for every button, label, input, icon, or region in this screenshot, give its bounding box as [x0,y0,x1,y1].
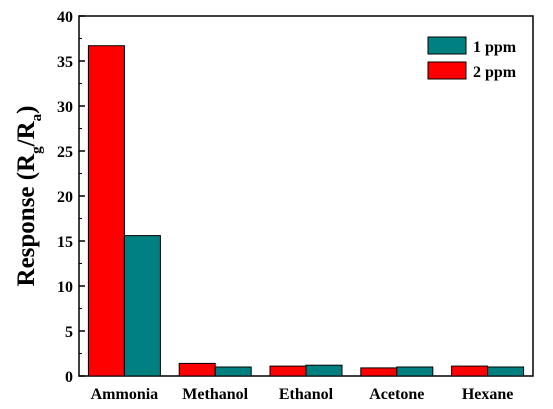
x-axis-labels: Ammonia Methanol Ethanol Acetone Hexane [91,386,514,403]
y-axis-title-main: Response (R [13,153,40,287]
y-tick-label: 15 [57,234,73,251]
y-tick-label: 30 [57,99,73,116]
legend-label-1ppm: 1 ppm [473,39,517,56]
y-axis-title: Response (Rg/Ra) [13,106,45,287]
bars-group [87,45,525,377]
bar-ethanol-2ppm [269,365,307,377]
bar-ethanol-1ppm [305,364,343,377]
y-axis-ticks: 0 5 10 15 20 25 30 35 40 [57,9,85,386]
bar-ammonia-2ppm [87,45,125,377]
bar-hexane-1ppm [487,366,525,377]
y-tick-label: 0 [65,369,73,386]
x-category-label: Hexane [462,386,514,403]
x-category-label: Ethanol [279,386,334,403]
y-tick-label: 20 [57,189,73,206]
x-category-label: Acetone [369,386,424,403]
bar-hexane-2ppm [451,365,489,377]
legend-swatch-1ppm [427,36,467,55]
y-tick-label: 10 [57,279,73,296]
y-tick-label: 40 [57,9,73,26]
svg-text:Response (Rg/Ra): Response (Rg/Ra) [13,106,45,287]
bar-acetone-1ppm [396,366,434,377]
y-axis-title-close: ) [13,106,40,114]
legend-label-2ppm: 2 ppm [473,64,517,81]
y-tick-label: 25 [57,144,73,161]
bar-acetone-2ppm [360,367,398,377]
bar-methanol-1ppm [214,366,252,377]
x-category-label: Ammonia [91,386,159,403]
y-axis-title-sub-g: g [29,146,45,154]
legend: 1 ppm 2 ppm [427,36,517,81]
bar-ammonia-1ppm [123,235,161,377]
y-tick-label: 35 [57,54,73,71]
bar-methanol-2ppm [178,362,216,377]
y-axis-title-sub-a: a [29,113,45,121]
y-axis-title-slash: /R [13,120,40,147]
legend-swatch-2ppm [427,61,467,80]
x-category-label: Methanol [182,386,248,403]
y-tick-label: 5 [65,324,73,341]
